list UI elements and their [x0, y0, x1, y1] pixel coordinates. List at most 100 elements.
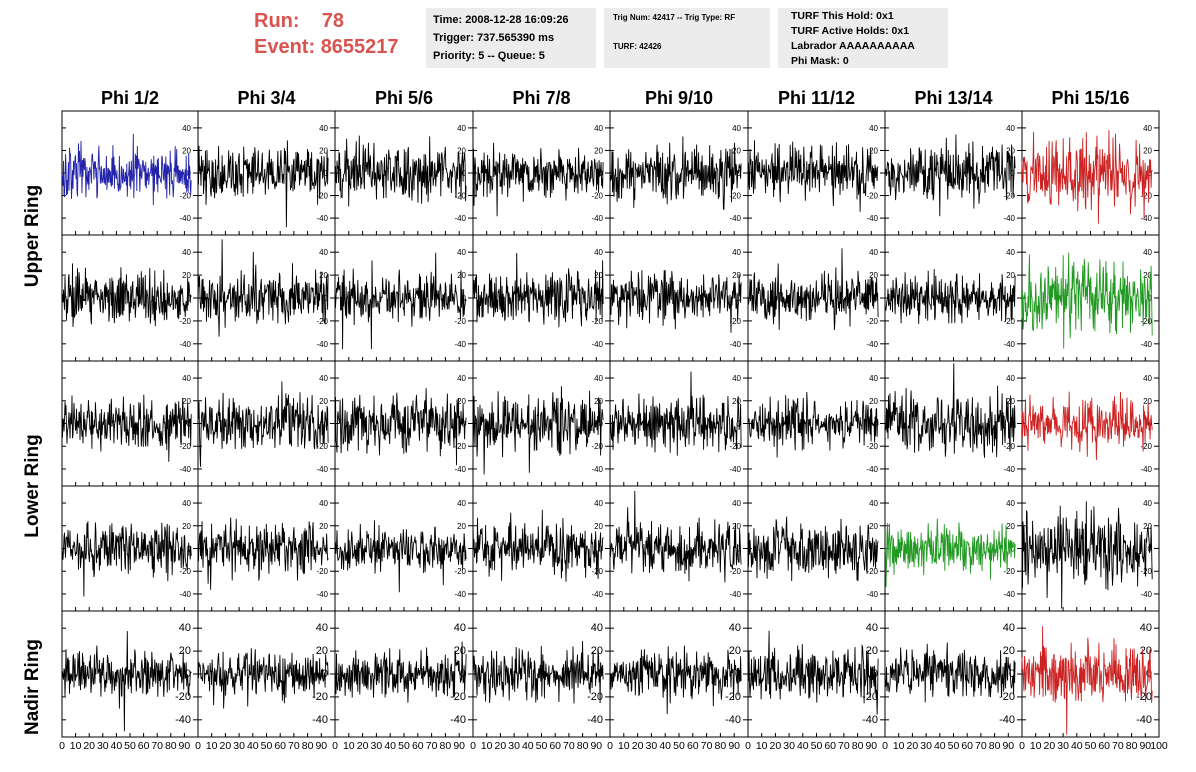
trace-line: [609, 490, 742, 583]
time-info-box: Time: 2008-12-28 16:09:26 Trigger: 737.5…: [426, 8, 596, 68]
event-label: Event:: [254, 36, 316, 58]
y-tick-label: 40: [594, 499, 603, 508]
y-tick-label: -40: [866, 340, 878, 349]
trace-line: [61, 394, 192, 462]
y-tick-label: -40: [316, 214, 328, 223]
trigger-info-box: Trig Num: 42417 -- Trig Type: RF TURF: 4…: [604, 8, 770, 68]
x-tick-label: 80: [1126, 740, 1138, 752]
trace-line: [61, 631, 192, 732]
column-header: Phi 5/6: [375, 88, 433, 108]
y-tick-label: -20: [999, 691, 1015, 703]
y-tick-label: 20: [1006, 271, 1015, 280]
y-tick-label: 0: [737, 169, 742, 178]
y-tick-label: 40: [1003, 622, 1015, 634]
y-tick-label: -20: [729, 317, 741, 326]
event-value: 8655217: [320, 36, 399, 58]
x-tick-label: 30: [783, 740, 795, 752]
row-label: Lower Ring: [22, 434, 43, 537]
y-tick-label: 20: [732, 271, 741, 280]
y-tick-label: 40: [182, 124, 191, 133]
x-tick-label: 70: [701, 740, 713, 752]
trace-line: [747, 248, 879, 331]
y-tick-label: -20: [175, 691, 191, 703]
y-tick-label: 40: [179, 622, 191, 634]
trace-line: [747, 516, 879, 582]
x-tick-label: 40: [111, 740, 123, 752]
y-tick-label: -40: [1003, 340, 1015, 349]
y-tick-label: 20: [594, 271, 603, 280]
y-tick-label: 20: [1003, 645, 1015, 657]
y-tick-label: 40: [869, 374, 878, 383]
labrador-text: Labrador AAAAAAAAAA: [791, 40, 915, 52]
trace-line: [472, 142, 604, 217]
y-tick-label: 20: [319, 397, 328, 406]
y-tick-label: 20: [869, 146, 878, 155]
y-tick-label: 40: [1006, 248, 1015, 257]
y-tick-label: -20: [179, 442, 191, 451]
y-tick-label: 20: [1143, 522, 1152, 531]
x-tick-label: 0: [882, 740, 888, 752]
x-tick-label: 60: [1098, 740, 1110, 752]
x-tick-label: 20: [770, 740, 782, 752]
y-tick-label: -40: [591, 590, 603, 599]
x-tick-label: 90: [453, 740, 465, 752]
x-tick-label: 20: [220, 740, 232, 752]
x-tick-label: 70: [288, 740, 300, 752]
x-tick-label: 60: [274, 740, 286, 752]
trace-line: [884, 518, 1016, 588]
y-tick-label: 0: [1148, 169, 1153, 178]
y-tick-label: 40: [594, 248, 603, 257]
x-tick-label: 70: [975, 740, 987, 752]
y-tick-label: -40: [316, 465, 328, 474]
x-tick-label: 90: [1139, 740, 1151, 752]
y-tick-label: 40: [319, 248, 328, 257]
y-tick-label: 40: [866, 622, 878, 634]
y-tick-label: 40: [732, 374, 741, 383]
y-tick-label: -40: [1140, 590, 1152, 599]
trace-line: [1021, 626, 1153, 735]
y-tick-label: 20: [869, 522, 878, 531]
x-tick-label: 30: [646, 740, 658, 752]
y-tick-label: 20: [319, 271, 328, 280]
x-tick-label: 0: [1019, 740, 1025, 752]
x-tick-label: 60: [138, 740, 150, 752]
trace-line: [334, 641, 467, 703]
x-tick-label: 10: [481, 740, 493, 752]
y-tick-label: 40: [729, 622, 741, 634]
y-tick-label: 40: [454, 622, 466, 634]
trace-line: [197, 381, 329, 467]
panel-frame: [747, 110, 886, 236]
trace-line: [61, 263, 192, 327]
y-tick-label: -40: [1140, 465, 1152, 474]
x-tick-label: 10: [70, 740, 82, 752]
y-tick-label: -40: [729, 340, 741, 349]
y-tick-label: -40: [729, 590, 741, 599]
event-line: Event: 8655217: [254, 34, 414, 60]
x-tick-label: 50: [398, 740, 410, 752]
y-tick-label: -40: [1140, 214, 1152, 223]
y-tick-label: -20: [1140, 567, 1152, 576]
y-tick-label: -40: [454, 340, 466, 349]
panel-frame: [609, 485, 749, 612]
y-tick-label: -40: [454, 465, 466, 474]
x-tick-label: 80: [577, 740, 589, 752]
trace-line: [197, 140, 329, 228]
x-tick-label: 50: [673, 740, 685, 752]
x-tick-label: 90: [865, 740, 877, 752]
y-tick-label: 0: [1011, 545, 1016, 554]
x-tick-label: 60: [961, 740, 973, 752]
trace-line: [747, 630, 879, 715]
x-tick-label: 50: [536, 740, 548, 752]
y-tick-label: -20: [316, 317, 328, 326]
